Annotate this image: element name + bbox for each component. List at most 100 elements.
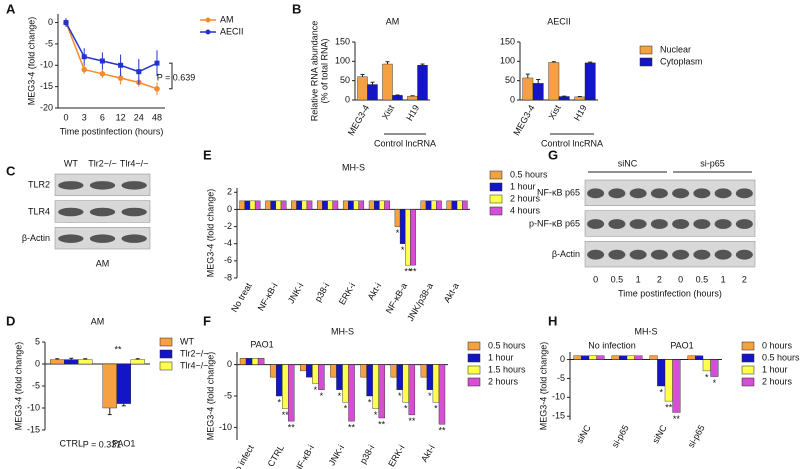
bar [558, 96, 570, 101]
y-tick-label: 0 [560, 354, 565, 364]
bar [596, 355, 605, 360]
column-label: 0.5 [696, 274, 709, 284]
x-axis-label: Time postinfection (hours) [60, 126, 164, 136]
bar [296, 200, 302, 210]
x-tick-label: Xist [547, 103, 563, 121]
bar [348, 200, 354, 210]
bar [50, 359, 65, 365]
band [672, 249, 690, 260]
bar [342, 200, 349, 210]
y-tick-label: 0 [227, 204, 232, 214]
legend-label: AECII [220, 26, 244, 36]
legend-label: 4 hours [510, 205, 541, 215]
significance: * [398, 391, 402, 401]
x-tick-label: Akt-i [366, 281, 384, 302]
bar [254, 200, 261, 210]
significance: ** [348, 423, 356, 433]
y-tick-label: -15 [552, 411, 565, 421]
x-tick-label: No infect [229, 443, 256, 469]
row-label: TLR2 [28, 180, 50, 190]
point [81, 66, 87, 73]
bar [695, 355, 704, 360]
band [629, 249, 647, 260]
y-axis-label: MEG3-4 (fold change) [26, 17, 36, 106]
x-tick-label: JNK/p38-a [405, 281, 435, 323]
y-tick-label: 5 [35, 336, 40, 346]
bar [301, 200, 308, 210]
column-label: 0.5 [611, 274, 624, 284]
bar [353, 200, 359, 210]
bar [265, 200, 271, 210]
significance: * [314, 385, 318, 395]
bar [436, 200, 442, 210]
band [693, 249, 711, 260]
bar [116, 363, 131, 404]
y-tick-label: -5 [557, 373, 565, 383]
bar [532, 83, 544, 101]
bar [396, 364, 403, 390]
chart-title: AM [386, 16, 400, 26]
significance: * [428, 391, 432, 401]
band [58, 181, 84, 190]
bar [288, 364, 295, 422]
panel-letter: F [203, 313, 211, 328]
bar [300, 364, 307, 372]
band [587, 188, 605, 199]
significance: ** [378, 419, 386, 429]
significance: * [659, 387, 663, 397]
bar [342, 364, 349, 403]
point [117, 75, 124, 81]
y-tick-label: -20 [40, 102, 53, 112]
x-tick-label: 24 [134, 112, 144, 122]
panel-letter: E [203, 147, 212, 162]
band [608, 219, 626, 229]
bar [687, 355, 696, 360]
bar [239, 200, 245, 210]
band [89, 181, 116, 190]
significance: * [368, 397, 372, 407]
y-tick-label: 150 [335, 36, 350, 46]
y-tick-label: 100 [335, 56, 350, 66]
significance: * [277, 397, 281, 407]
band [650, 188, 668, 199]
column-label: Tlr2−/− [88, 158, 117, 168]
band [629, 188, 647, 199]
y-tick-label: -15 [40, 81, 53, 91]
band [121, 234, 147, 243]
point [154, 85, 160, 92]
x-tick-label: 12 [116, 112, 126, 122]
column-label: 1 [721, 274, 726, 284]
legend-label: 1 hour [762, 364, 788, 374]
x-axis-label: Time postinfection (hours) [618, 288, 722, 298]
bar [584, 62, 596, 101]
band [693, 219, 711, 229]
legend-swatch [489, 182, 503, 192]
bar [269, 364, 277, 378]
significance: ** [288, 423, 296, 433]
x-tick-label: 0 [63, 112, 68, 122]
band [121, 207, 147, 217]
x-tick-label: Xist [380, 103, 396, 121]
bar [379, 200, 385, 210]
x-tick-label: MEG3-4 [511, 103, 536, 137]
x-tick-label: H19 [572, 103, 589, 122]
bar [664, 359, 673, 402]
bar [405, 209, 411, 266]
bar [672, 359, 681, 413]
significance: ** [438, 426, 446, 436]
point [136, 69, 142, 75]
legend-label: 2 hours [488, 376, 519, 386]
legend-label: Cytoplasm [660, 56, 703, 66]
panel-letter: C [6, 163, 16, 178]
annotation: ** [114, 344, 122, 354]
significance: * [338, 391, 342, 401]
annotation: P = 0.639 [157, 72, 196, 82]
point [154, 60, 160, 66]
bar [702, 359, 711, 372]
significance: * [404, 404, 408, 414]
point [99, 58, 105, 64]
bar [357, 76, 368, 101]
band [58, 207, 84, 217]
legend-label: 0 hours [762, 340, 793, 350]
